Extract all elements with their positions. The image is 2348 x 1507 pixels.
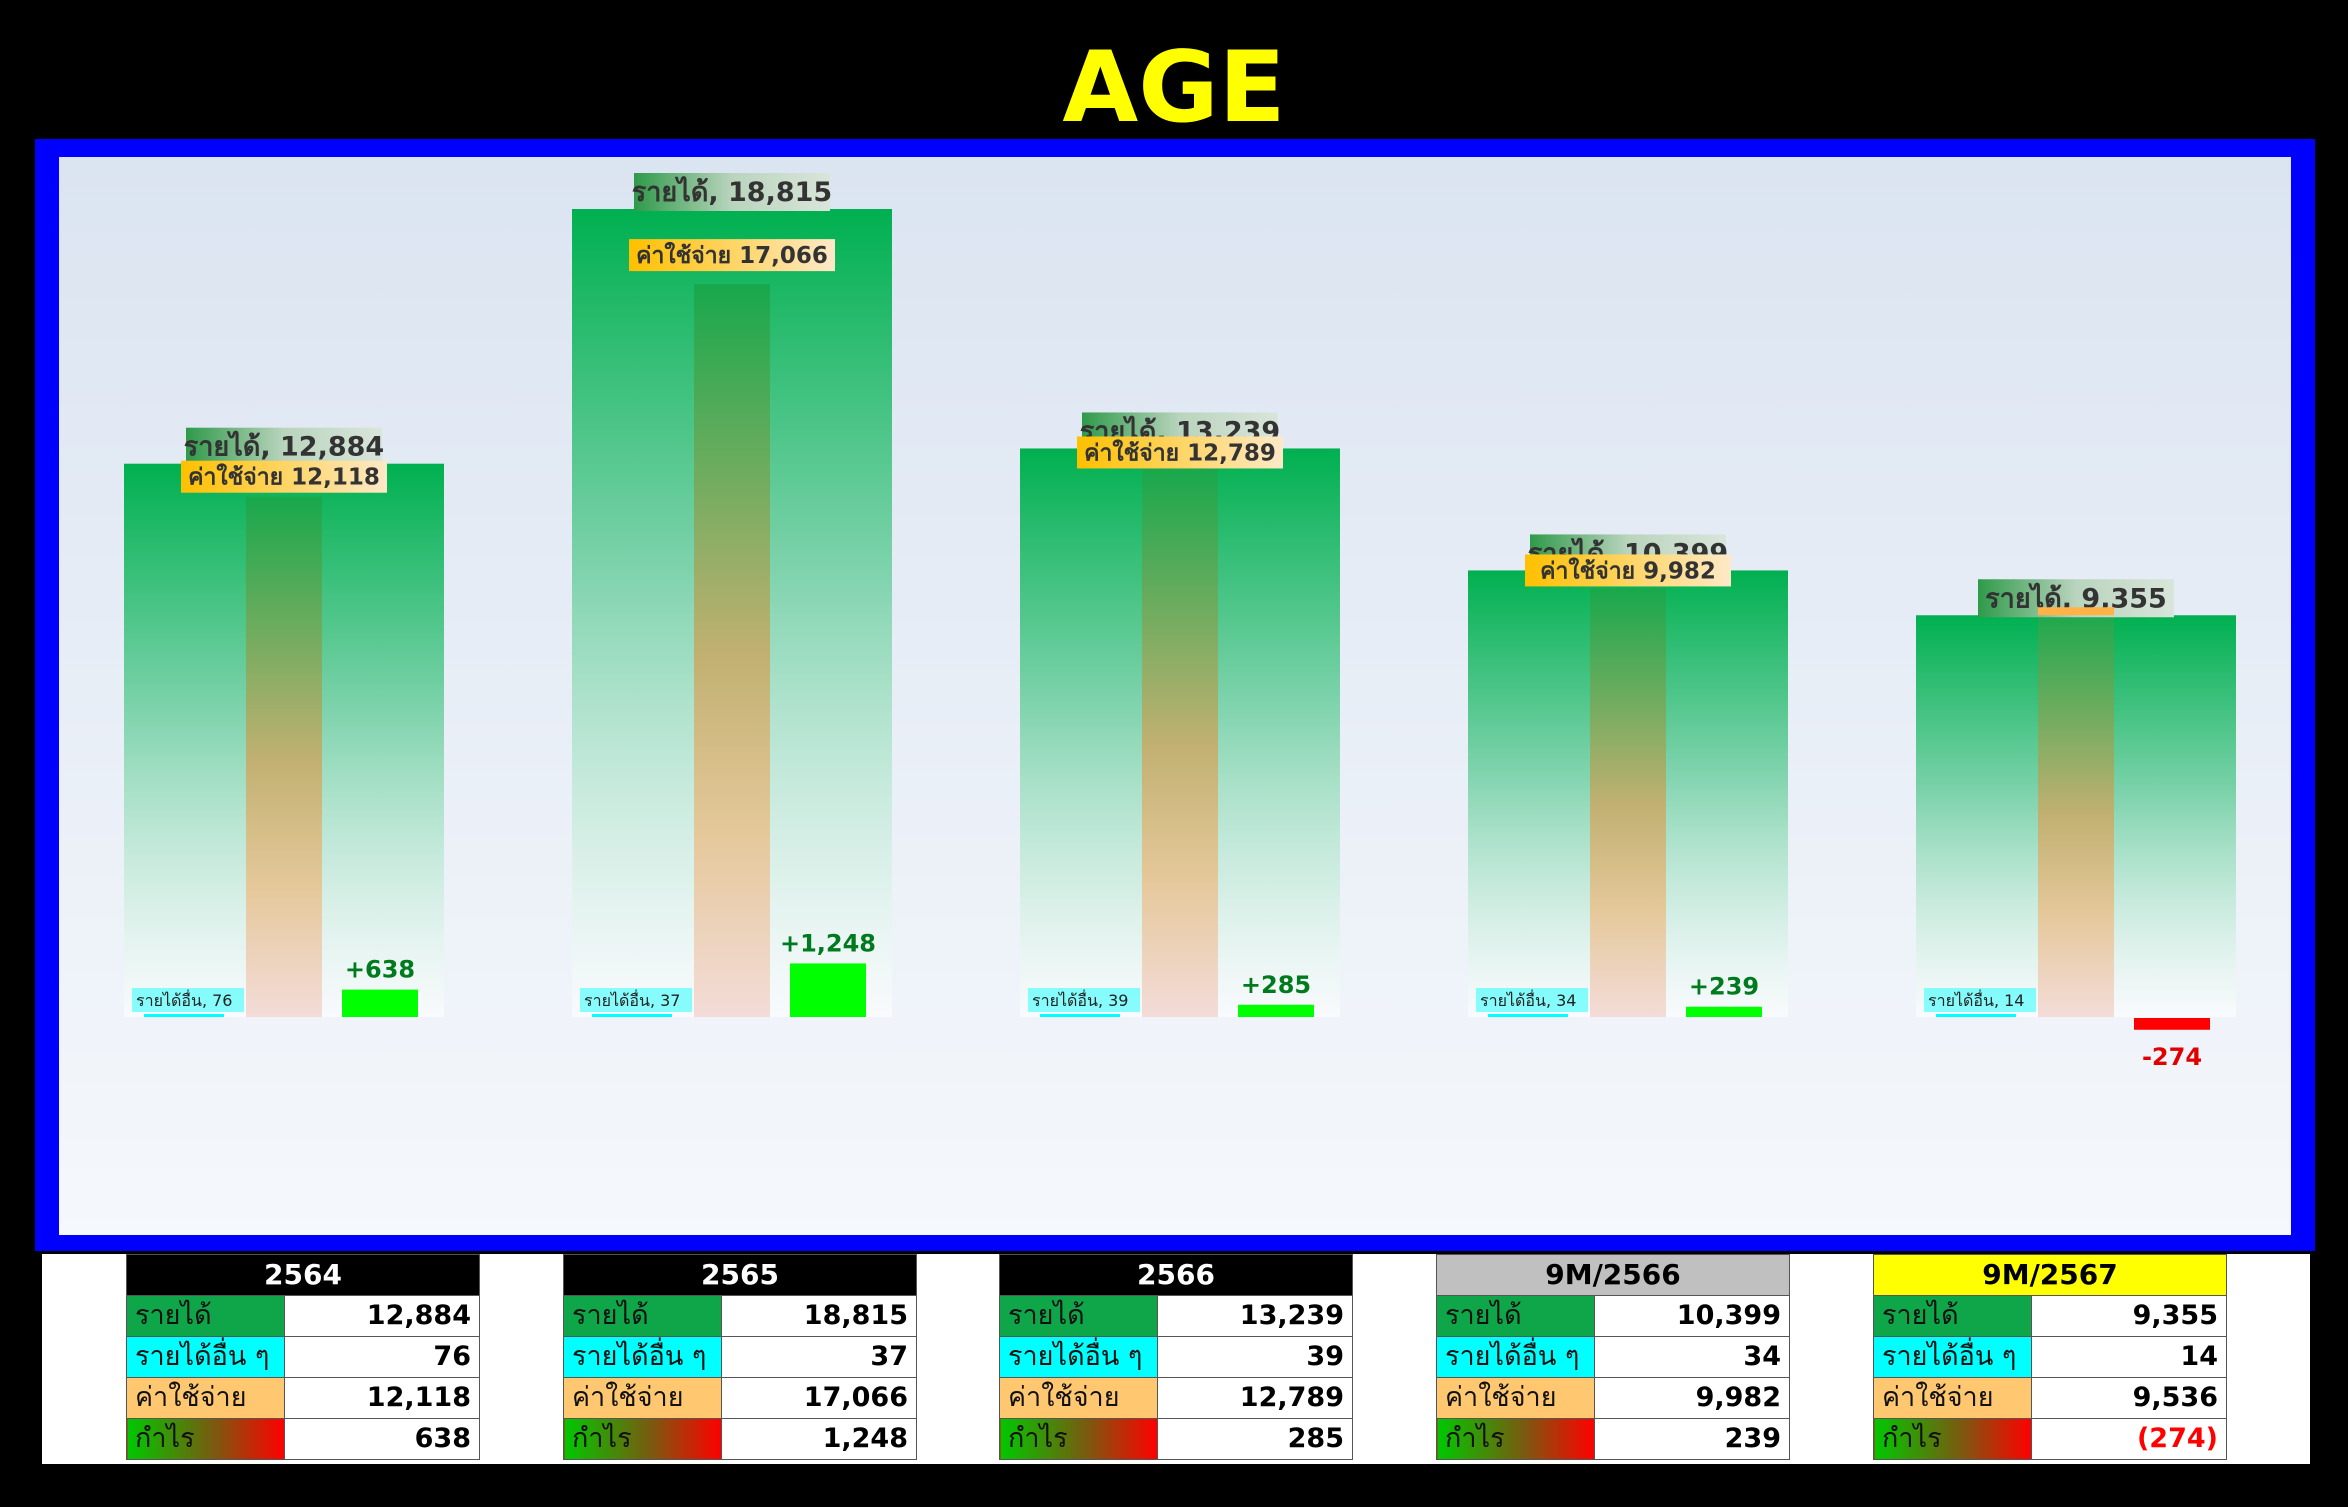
revenue-label-bg [634, 173, 830, 211]
profit-label: +638 [345, 956, 415, 984]
other-income-label: รายได้อื่น, 39 [1032, 989, 1128, 1010]
row-label-revenue: รายได้ [1436, 1295, 1595, 1337]
revenue-label: รายได้, 18,815 [632, 176, 832, 208]
other-income-label: รายได้อื่น, 76 [136, 989, 232, 1010]
row-value-revenue: 13,239 [1157, 1295, 1353, 1337]
row-value-revenue: 9,355 [2031, 1295, 2227, 1337]
row-label-expense: ค่าใช้จ่าย [126, 1377, 285, 1419]
row-label-expense: ค่าใช้จ่าย [1436, 1377, 1595, 1419]
row-value-profit: (274) [2031, 1418, 2227, 1460]
profit-label: -274 [2142, 1043, 2202, 1071]
row-value-expense: 17,066 [721, 1377, 917, 1419]
row-value-profit: 638 [284, 1418, 480, 1460]
row-label-profit: กำไร [999, 1418, 1158, 1460]
table-header-period: 2566 [999, 1254, 1353, 1296]
expense-label-bg [1525, 554, 1731, 587]
row-value-profit: 1,248 [721, 1418, 917, 1460]
profit-label: +239 [1689, 973, 1759, 1001]
other-income-label: รายได้อื่น, 37 [584, 989, 680, 1010]
row-label-revenue: รายได้ [126, 1295, 285, 1337]
row-value-expense: 12,118 [284, 1377, 480, 1419]
expense-label: ค่าใช้จ่าย 12,789 [1084, 438, 1276, 466]
other-income-label: รายได้อื่น, 34 [1480, 989, 1576, 1010]
profit-bar [1238, 1004, 1314, 1017]
expense-label: ค่าใช้จ่าย 17,066 [636, 241, 828, 269]
row-label-revenue: รายได้ [999, 1295, 1158, 1337]
expense-bar [2038, 607, 2114, 1017]
other-income-label: รายได้อื่น, 14 [1928, 989, 2024, 1010]
revenue-label-bg [186, 427, 382, 466]
other-income-label-bg [580, 988, 692, 1012]
summary-table-4: 9M/2567 รายได้ 9,355 รายได้อื่น ๆ 14 ค่าใช้จ่… [1873, 1254, 2227, 1460]
summary-table-0: 2564 รายได้ 12,884 รายได้อื่น ๆ 76 ค่าใช้จ่าย… [126, 1254, 480, 1460]
expense-bar [694, 284, 770, 1017]
row-label-other-income: รายได้อื่น ๆ [563, 1336, 722, 1378]
row-label-profit: กำไร [563, 1418, 722, 1460]
profit-bar [342, 989, 418, 1017]
other-income-label-bg [1476, 988, 1588, 1012]
row-value-profit: 239 [1594, 1418, 1790, 1460]
row-label-expense: ค่าใช้จ่าย [1873, 1377, 2032, 1419]
row-label-expense: ค่าใช้จ่าย [563, 1377, 722, 1419]
expense-label: ค่าใช้จ่าย 12,118 [188, 463, 380, 491]
other-income-label-bg [1028, 988, 1140, 1012]
table-header-period: 2564 [126, 1254, 480, 1296]
expense-bar [1590, 588, 1666, 1017]
profit-bar [1686, 1006, 1762, 1017]
summary-tables: 2564 รายได้ 12,884 รายได้อื่น ๆ 76 ค่าใช้จ่าย… [42, 1254, 2310, 1464]
other-income-bar [1936, 1014, 2016, 1017]
row-value-other-income: 37 [721, 1336, 917, 1378]
profit-label: +285 [1241, 971, 1311, 999]
table-header-period: 9M/2566 [1436, 1254, 1790, 1296]
row-label-other-income: รายได้อื่น ๆ [126, 1336, 285, 1378]
row-value-revenue: 10,399 [1594, 1295, 1790, 1337]
row-label-revenue: รายได้ [563, 1295, 722, 1337]
expense-label-bg [2038, 607, 2114, 616]
table-header-period: 2565 [563, 1254, 917, 1296]
row-label-profit: กำไร [1436, 1418, 1595, 1460]
expense-label-bg [1077, 436, 1283, 469]
row-value-other-income: 34 [1594, 1336, 1790, 1378]
other-income-label-bg [132, 988, 244, 1012]
expense-label-bg [181, 460, 387, 493]
summary-table-1: 2565 รายได้ 18,815 รายได้อื่น ๆ 37 ค่าใช้จ่าย… [563, 1254, 917, 1460]
row-value-other-income: 76 [284, 1336, 480, 1378]
row-value-other-income: 14 [2031, 1336, 2227, 1378]
row-value-expense: 9,982 [1594, 1377, 1790, 1419]
row-label-other-income: รายได้อื่น ๆ [999, 1336, 1158, 1378]
profit-bar [2134, 1018, 2210, 1030]
row-value-expense: 12,789 [1157, 1377, 1353, 1419]
row-value-revenue: 12,884 [284, 1295, 480, 1337]
row-label-revenue: รายได้ [1873, 1295, 2032, 1337]
table-header-period: 9M/2567 [1873, 1254, 2227, 1296]
row-value-revenue: 18,815 [721, 1295, 917, 1337]
row-label-profit: กำไร [1873, 1418, 2032, 1460]
summary-table-3: 9M/2566 รายได้ 10,399 รายได้อื่น ๆ 34 ค่าใช้จ… [1436, 1254, 1790, 1460]
other-income-bar [144, 1014, 224, 1017]
expense-label-bg [629, 239, 835, 272]
chart-frame: +638 รายได้อื่น, 76 รายได้, 12,884 ค่าใช้จ่… [35, 139, 2315, 1251]
expense-bar [246, 496, 322, 1018]
row-label-expense: ค่าใช้จ่าย [999, 1377, 1158, 1419]
other-income-bar [1488, 1014, 1568, 1017]
expense-bar [1142, 467, 1218, 1017]
other-income-bar [1040, 1014, 1120, 1017]
other-income-bar [592, 1014, 672, 1017]
row-value-profit: 285 [1157, 1418, 1353, 1460]
row-label-other-income: รายได้อื่น ๆ [1436, 1336, 1595, 1378]
profit-bar [790, 963, 866, 1017]
other-income-label-bg [1924, 988, 2036, 1012]
row-value-expense: 9,536 [2031, 1377, 2227, 1419]
profit-label: +1,248 [780, 929, 876, 957]
row-value-other-income: 39 [1157, 1336, 1353, 1378]
row-label-profit: กำไร [126, 1418, 285, 1460]
revenue-label: รายได้, 12,884 [184, 431, 384, 463]
chart-title: AGE [1062, 31, 1286, 145]
expense-label: ค่าใช้จ่าย 9,982 [1540, 556, 1716, 584]
row-label-other-income: รายได้อื่น ๆ [1873, 1336, 2032, 1378]
summary-table-2: 2566 รายได้ 13,239 รายได้อื่น ๆ 39 ค่าใช้จ่าย… [999, 1254, 1353, 1460]
